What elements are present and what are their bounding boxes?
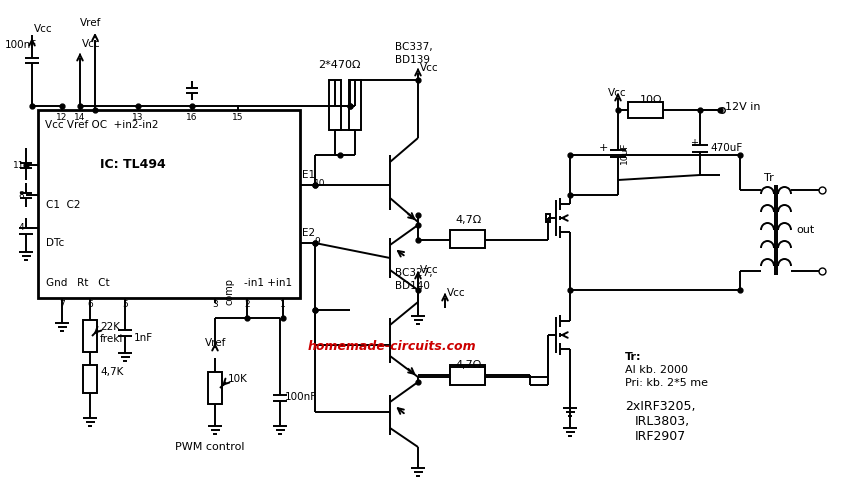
Text: Tr: Tr <box>764 173 774 183</box>
Text: 4,7Ω: 4,7Ω <box>455 215 481 225</box>
Text: 7: 7 <box>59 300 65 309</box>
Bar <box>546 214 550 222</box>
Text: IRL3803,: IRL3803, <box>635 415 690 428</box>
Bar <box>83 320 97 352</box>
Text: 12: 12 <box>56 113 67 122</box>
Text: 12V in: 12V in <box>725 102 760 112</box>
Bar <box>450 365 485 383</box>
Text: Vcc: Vcc <box>82 39 100 49</box>
Bar <box>208 372 222 404</box>
Text: Tr:: Tr: <box>625 352 642 362</box>
Bar <box>83 365 97 393</box>
Text: Vcc: Vcc <box>447 288 465 298</box>
Text: E2: E2 <box>302 228 315 238</box>
Text: IC: TL494: IC: TL494 <box>100 158 166 171</box>
Text: 14: 14 <box>74 113 86 122</box>
Bar <box>349 80 361 130</box>
Text: BD139: BD139 <box>395 55 430 65</box>
Text: 10K: 10K <box>228 374 248 384</box>
Text: 6: 6 <box>87 300 93 309</box>
Text: homemade-circuits.com: homemade-circuits.com <box>308 340 476 353</box>
Text: 16: 16 <box>186 113 198 122</box>
Text: 5: 5 <box>122 300 128 309</box>
Text: 15: 15 <box>233 113 244 122</box>
Bar <box>628 102 663 118</box>
Text: 8: 8 <box>19 190 24 199</box>
Text: comp: comp <box>224 278 234 305</box>
Text: Vcc: Vcc <box>420 265 438 275</box>
Text: Al kb. 2000: Al kb. 2000 <box>625 365 688 375</box>
Text: freki: freki <box>100 334 123 344</box>
Text: +: + <box>690 138 698 148</box>
Text: 9: 9 <box>314 237 319 245</box>
Text: 2xIRF3205,: 2xIRF3205, <box>625 400 695 413</box>
Text: IRF2907: IRF2907 <box>635 430 686 443</box>
Text: BC327,: BC327, <box>395 268 432 278</box>
Text: Pri: kb. 2*5 me: Pri: kb. 2*5 me <box>625 378 708 388</box>
Text: E1: E1 <box>302 170 315 180</box>
Bar <box>450 367 485 385</box>
Text: 10Ω: 10Ω <box>640 95 663 105</box>
Text: 100nF: 100nF <box>5 40 37 50</box>
Text: PWM control: PWM control <box>175 442 244 452</box>
Text: 4,7K: 4,7K <box>100 367 123 377</box>
Text: 470uF: 470uF <box>710 143 742 153</box>
Text: 10uF: 10uF <box>620 142 629 164</box>
Text: BD140: BD140 <box>395 281 430 291</box>
Text: BC337,: BC337, <box>395 42 432 52</box>
Text: Vref: Vref <box>80 18 101 28</box>
Text: out: out <box>796 225 814 235</box>
Text: 3: 3 <box>212 300 217 309</box>
Text: +: + <box>599 143 608 153</box>
Text: Vcc: Vcc <box>608 88 626 98</box>
Text: -in1 +in1: -in1 +in1 <box>244 278 293 288</box>
Text: 4: 4 <box>19 224 24 232</box>
Text: 4,7Ω: 4,7Ω <box>455 360 481 370</box>
Bar <box>329 80 341 130</box>
Bar <box>38 110 300 298</box>
Text: C1  C2: C1 C2 <box>46 200 80 210</box>
Text: DTc: DTc <box>46 238 64 248</box>
Text: Vcc Vref OC  +in2-in2: Vcc Vref OC +in2-in2 <box>45 120 158 130</box>
Text: 10: 10 <box>314 179 325 187</box>
Bar <box>450 230 485 248</box>
Text: Vcc: Vcc <box>34 24 52 34</box>
Text: Vref: Vref <box>205 338 227 348</box>
Text: 2*470Ω: 2*470Ω <box>318 60 361 70</box>
Text: 2: 2 <box>244 300 250 309</box>
Text: 1nF: 1nF <box>134 333 153 343</box>
Text: Gnd   Rt   Ct: Gnd Rt Ct <box>46 278 110 288</box>
Text: 11: 11 <box>13 160 24 170</box>
Text: 13: 13 <box>132 113 144 122</box>
Text: 1: 1 <box>280 300 286 309</box>
Text: 22K: 22K <box>100 322 120 332</box>
Text: 100nF: 100nF <box>285 392 317 402</box>
Text: Vcc: Vcc <box>420 63 438 73</box>
